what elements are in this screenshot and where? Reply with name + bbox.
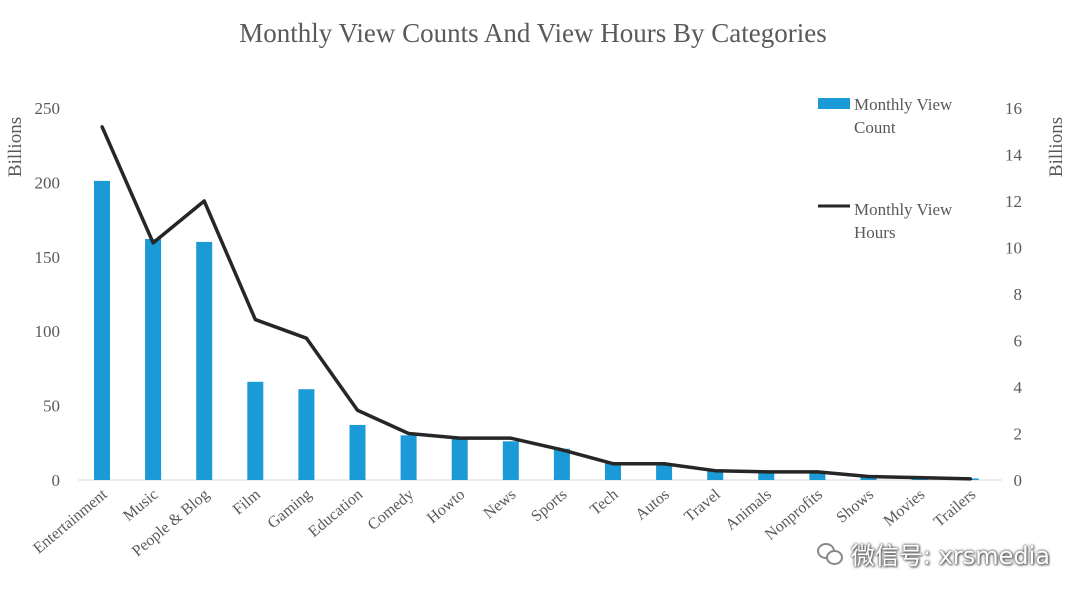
- right-tick-label: 14: [1005, 146, 1023, 165]
- bar: [553, 448, 570, 480]
- bar: [605, 462, 621, 480]
- category-label: Sports: [528, 486, 570, 525]
- right-tick-label: 16: [1005, 99, 1022, 118]
- legend-bar-label-line2: Count: [854, 118, 896, 137]
- right-tick-label: 8: [1014, 285, 1023, 304]
- bar: [656, 463, 673, 480]
- left-tick-label: 250: [35, 99, 61, 118]
- category-label: Tech: [587, 486, 622, 519]
- line-point: [969, 477, 973, 481]
- right-tick-label: 2: [1014, 425, 1023, 444]
- line-point: [867, 475, 870, 479]
- line-path: [100, 125, 971, 481]
- right-tick-label: 12: [1005, 192, 1022, 211]
- category-label: Film: [230, 486, 265, 519]
- category-label: Travel: [681, 486, 724, 526]
- left-tick-label: 200: [35, 173, 61, 192]
- right-axis-label: Billions: [1046, 117, 1067, 177]
- left-axis-label: Billions: [5, 117, 26, 177]
- watermark-text: 微信号: xrsmedia: [850, 542, 1050, 570]
- line-point: [815, 470, 819, 474]
- line-point: [713, 469, 717, 473]
- line-point: [458, 436, 462, 440]
- legend-bar-swatch: [818, 98, 850, 109]
- bar: [298, 389, 315, 480]
- line-point: [253, 318, 257, 322]
- line-point: [304, 336, 308, 340]
- left-tick-label: 150: [35, 248, 61, 267]
- line-point: [764, 470, 768, 474]
- bar: [758, 471, 775, 480]
- left-tick-label: 50: [43, 397, 60, 416]
- category-label: Howto: [424, 486, 468, 527]
- category-label: Music: [120, 486, 162, 525]
- line-point: [100, 125, 104, 129]
- bar: [809, 471, 826, 480]
- legend: Monthly View Count Monthly View Hours: [818, 95, 953, 242]
- category-label: Nonprofits: [762, 486, 826, 544]
- category-label: Autos: [632, 486, 672, 524]
- bar: [860, 477, 877, 480]
- right-tick-label: 0: [1014, 471, 1023, 490]
- bar: [247, 381, 264, 480]
- left-tick-label: 0: [52, 471, 61, 490]
- right-tick-label: 4: [1014, 378, 1023, 397]
- line-point: [918, 476, 922, 480]
- bar: [94, 180, 110, 481]
- wechat-icon: [816, 542, 843, 565]
- bar: [502, 441, 519, 480]
- chart-title: Monthly View Counts And View Hours By Ca…: [239, 18, 827, 48]
- line-point: [407, 432, 411, 435]
- line-point: [611, 462, 615, 466]
- line-point: [662, 462, 666, 466]
- line-point: [356, 408, 359, 412]
- category-label: Trailers: [931, 486, 980, 531]
- bar: [349, 424, 366, 480]
- bar: [451, 436, 468, 480]
- category-label: Shows: [833, 486, 877, 526]
- category-label: Entertainment: [30, 486, 111, 558]
- bar: [196, 241, 213, 480]
- line-point: [509, 436, 513, 440]
- bar: [400, 435, 417, 480]
- bar: [707, 469, 724, 480]
- bar-series: [94, 180, 979, 481]
- legend-line-label-line2: Hours: [854, 223, 896, 242]
- line-point: [151, 241, 155, 245]
- bar: [145, 238, 162, 480]
- watermark: 微信号: xrsmedia: [816, 536, 1050, 571]
- category-label: Comedy: [365, 486, 417, 534]
- category-label: Education: [305, 486, 366, 541]
- right-tick-label: 6: [1014, 332, 1023, 351]
- right-tick-label: 10: [1005, 239, 1022, 258]
- left-axis-ticks: 0 50 100 150 200 250: [35, 99, 61, 490]
- line-point: [202, 199, 206, 203]
- line-point: [560, 448, 564, 452]
- category-label: News: [481, 486, 520, 522]
- right-axis-ticks: 0 2 4 6 8 10 12 14 16: [1005, 99, 1023, 490]
- legend-line-label-line1: Monthly View: [854, 200, 953, 219]
- line-series: [100, 125, 973, 481]
- category-label: Movies: [880, 486, 928, 530]
- left-tick-label: 100: [35, 322, 61, 341]
- legend-bar-label-line1: Monthly View: [854, 95, 953, 114]
